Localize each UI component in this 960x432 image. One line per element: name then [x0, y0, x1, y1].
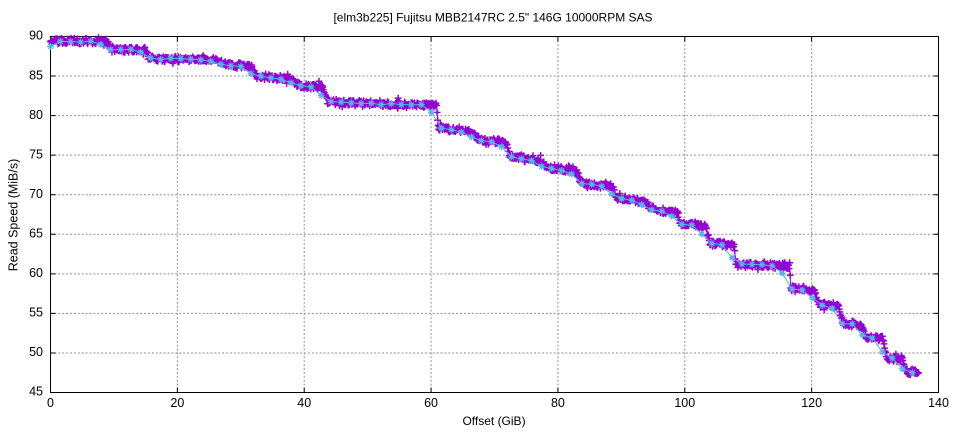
svg-text:80: 80 — [29, 108, 43, 122]
svg-text:60: 60 — [29, 266, 43, 280]
svg-text:80: 80 — [551, 396, 565, 410]
svg-text:Offset (GiB): Offset (GiB) — [462, 414, 525, 428]
svg-text:[elm3b225] Fujitsu MBB2147RC 2: [elm3b225] Fujitsu MBB2147RC 2.5" 146G 1… — [333, 11, 652, 25]
svg-text:120: 120 — [801, 396, 822, 410]
svg-text:70: 70 — [29, 187, 43, 201]
svg-text:65: 65 — [29, 226, 43, 240]
svg-text:20: 20 — [170, 396, 184, 410]
svg-text:0: 0 — [47, 396, 54, 410]
svg-text:100: 100 — [674, 396, 695, 410]
svg-text:40: 40 — [297, 396, 311, 410]
svg-text:85: 85 — [29, 68, 43, 82]
svg-text:Read Speed (MiB/s): Read Speed (MiB/s) — [7, 159, 21, 272]
svg-text:55: 55 — [29, 306, 43, 320]
svg-text:45: 45 — [29, 385, 43, 399]
svg-text:90: 90 — [29, 29, 43, 43]
svg-text:60: 60 — [424, 396, 438, 410]
svg-text:140: 140 — [928, 396, 949, 410]
svg-text:75: 75 — [29, 147, 43, 161]
svg-text:50: 50 — [29, 345, 43, 359]
